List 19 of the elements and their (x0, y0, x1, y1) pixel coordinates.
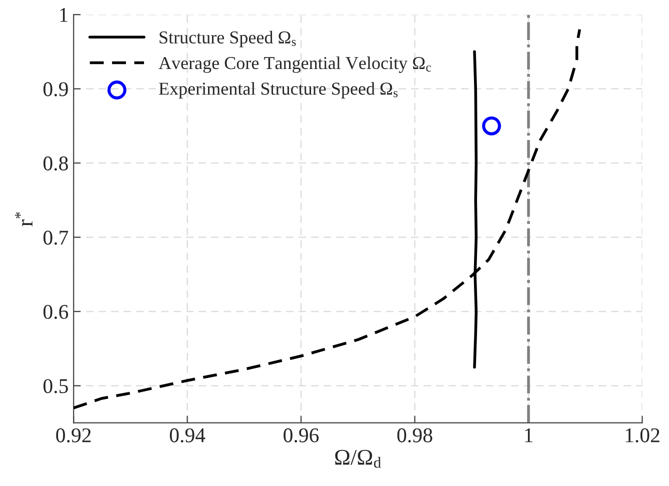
y-tick-label: 0.7 (43, 230, 68, 245)
x-tick-label: 0.96 (284, 428, 319, 442)
y-tick-label: 0.8 (43, 156, 68, 171)
x-tick-label: 0.92 (56, 428, 91, 442)
x-tick-label: 1 (525, 428, 532, 442)
line-series (473, 50, 478, 369)
x-tick-label: 0.98 (397, 428, 432, 442)
y-axis-title: r$^{*}$ (15, 212, 32, 226)
y-tick-label: 1 (60, 8, 68, 22)
y-tick-label: 0.5 (43, 379, 68, 394)
x-axis-title: Ω/Ω$_{d}$ (335, 450, 381, 468)
line-series (74, 28, 582, 410)
x-tick-label: 1.02 (626, 428, 660, 442)
y-tick-label: 0.9 (43, 82, 68, 96)
legend-label: Experimental Structure Speed Ω$_{s}$ (158, 82, 398, 98)
x-tick-label: 0.94 (170, 428, 206, 442)
legend-label: Structure Speed Ω$_{s}$ (160, 30, 296, 48)
legend-label: Average Core Tangential Velocity Ω$_{c}$ (158, 56, 431, 73)
y-tick-label: 0.6 (43, 304, 68, 320)
